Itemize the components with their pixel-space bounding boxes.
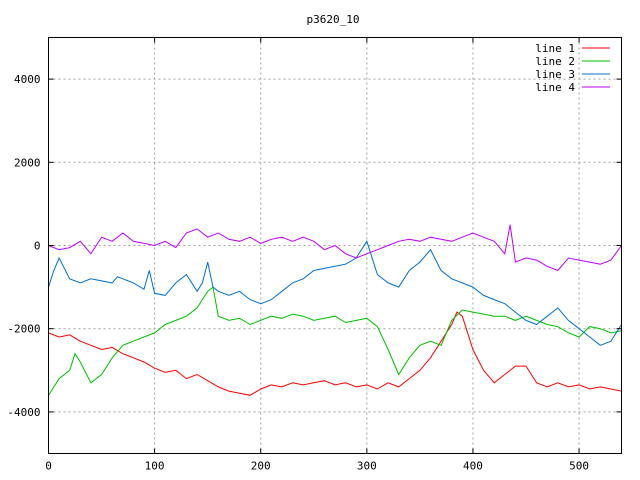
y-tick-label-3: 2000 xyxy=(14,156,41,169)
legend-label-1: line 1 xyxy=(535,42,575,55)
grid xyxy=(48,37,622,454)
x-tick-label-3: 300 xyxy=(357,460,377,473)
x-tick-label-4: 400 xyxy=(463,460,483,473)
legend-label-3: line 3 xyxy=(535,68,575,81)
x-tick-label-5: 500 xyxy=(569,460,589,473)
series-line-4 xyxy=(48,224,622,272)
axis-ticks: 0 100 200 300 400 500 -4000 -2000 0 2000 4000 xyxy=(7,37,622,473)
series-line-2 xyxy=(48,286,622,396)
series-layer xyxy=(48,224,622,396)
legend-label-2: line 2 xyxy=(535,55,575,68)
series-line-3 xyxy=(48,240,622,346)
y-tick-label-4: 4000 xyxy=(14,73,41,86)
x-tick-label-1: 100 xyxy=(145,460,165,473)
y-tick-label-2: 0 xyxy=(34,240,41,253)
legend-label-4: line 4 xyxy=(535,81,575,94)
series-line-1 xyxy=(48,311,622,396)
x-tick-label-2: 200 xyxy=(251,460,271,473)
x-tick-label-0: 0 xyxy=(45,460,52,473)
chart-title: p3620_10 xyxy=(307,13,360,26)
y-tick-label-0: -4000 xyxy=(7,406,40,419)
y-tick-label-1: -2000 xyxy=(7,323,40,336)
